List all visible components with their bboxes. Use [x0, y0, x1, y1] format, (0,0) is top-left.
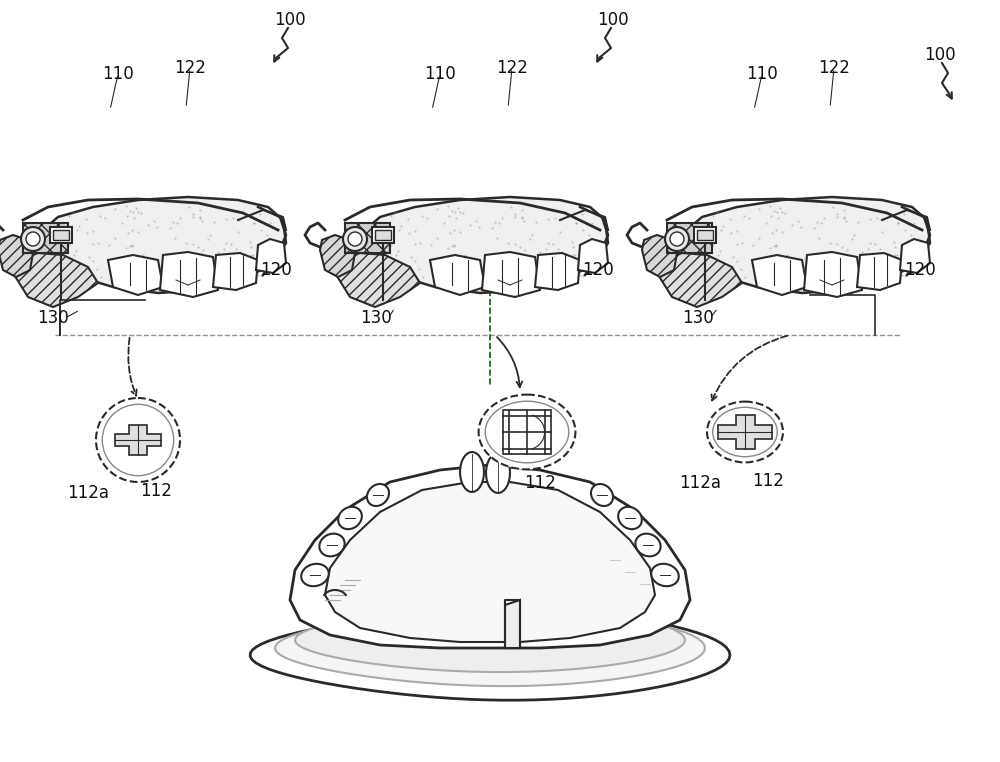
- Bar: [694, 227, 716, 243]
- Polygon shape: [320, 235, 355, 277]
- Polygon shape: [900, 239, 930, 273]
- Polygon shape: [657, 253, 742, 307]
- Polygon shape: [752, 255, 807, 295]
- Polygon shape: [857, 253, 902, 290]
- Circle shape: [670, 232, 684, 246]
- Polygon shape: [250, 610, 730, 700]
- Polygon shape: [38, 197, 286, 293]
- Text: 100: 100: [924, 46, 956, 64]
- Polygon shape: [108, 255, 163, 295]
- Polygon shape: [256, 239, 286, 273]
- Polygon shape: [338, 507, 362, 529]
- Polygon shape: [213, 253, 258, 290]
- Text: 112a: 112a: [67, 484, 109, 502]
- Text: 122: 122: [174, 59, 206, 77]
- Polygon shape: [718, 415, 772, 449]
- Text: 100: 100: [597, 11, 629, 29]
- Text: 112: 112: [752, 472, 784, 490]
- Text: 100: 100: [274, 11, 306, 29]
- Polygon shape: [578, 239, 608, 273]
- Polygon shape: [160, 252, 218, 297]
- Ellipse shape: [479, 395, 575, 469]
- Polygon shape: [486, 453, 510, 493]
- Polygon shape: [635, 533, 661, 556]
- Text: 120: 120: [260, 261, 292, 279]
- Polygon shape: [591, 484, 613, 506]
- Polygon shape: [301, 564, 329, 586]
- Polygon shape: [290, 465, 690, 648]
- Ellipse shape: [485, 402, 569, 463]
- Polygon shape: [345, 223, 390, 253]
- Polygon shape: [804, 252, 862, 297]
- Polygon shape: [335, 253, 420, 307]
- Polygon shape: [460, 452, 484, 492]
- Ellipse shape: [713, 408, 777, 456]
- Polygon shape: [430, 255, 485, 295]
- Circle shape: [348, 232, 362, 246]
- Text: 112: 112: [140, 482, 172, 500]
- Polygon shape: [505, 600, 520, 648]
- Polygon shape: [667, 223, 712, 253]
- Polygon shape: [682, 197, 930, 293]
- Circle shape: [102, 405, 174, 475]
- Text: 120: 120: [904, 261, 936, 279]
- Polygon shape: [651, 564, 679, 586]
- Polygon shape: [319, 533, 345, 556]
- Polygon shape: [367, 484, 389, 506]
- Text: 130: 130: [37, 309, 69, 327]
- Polygon shape: [535, 253, 580, 290]
- Text: 110: 110: [102, 65, 134, 83]
- Circle shape: [21, 227, 45, 251]
- Text: 130: 130: [682, 309, 714, 327]
- Ellipse shape: [707, 402, 783, 463]
- Polygon shape: [115, 425, 161, 455]
- Text: 112a: 112a: [679, 474, 721, 492]
- Text: 110: 110: [424, 65, 456, 83]
- Polygon shape: [0, 235, 33, 277]
- Polygon shape: [23, 223, 68, 253]
- Text: 112: 112: [524, 474, 556, 492]
- Circle shape: [96, 398, 180, 482]
- Polygon shape: [275, 610, 705, 686]
- Polygon shape: [325, 482, 655, 642]
- Text: 122: 122: [818, 59, 850, 77]
- Bar: [53, 230, 69, 240]
- Polygon shape: [295, 608, 685, 672]
- Bar: [50, 227, 72, 243]
- Circle shape: [343, 227, 367, 251]
- Circle shape: [26, 232, 40, 246]
- Polygon shape: [360, 197, 608, 293]
- Bar: [375, 230, 391, 240]
- Text: 130: 130: [360, 309, 392, 327]
- Bar: [697, 230, 713, 240]
- Polygon shape: [618, 507, 642, 529]
- Text: 110: 110: [746, 65, 778, 83]
- Bar: [372, 227, 394, 243]
- Bar: [503, 410, 551, 454]
- Polygon shape: [642, 235, 677, 277]
- Circle shape: [665, 227, 689, 251]
- Polygon shape: [482, 252, 540, 297]
- Polygon shape: [13, 253, 98, 307]
- Text: 120: 120: [582, 261, 614, 279]
- Text: 122: 122: [496, 59, 528, 77]
